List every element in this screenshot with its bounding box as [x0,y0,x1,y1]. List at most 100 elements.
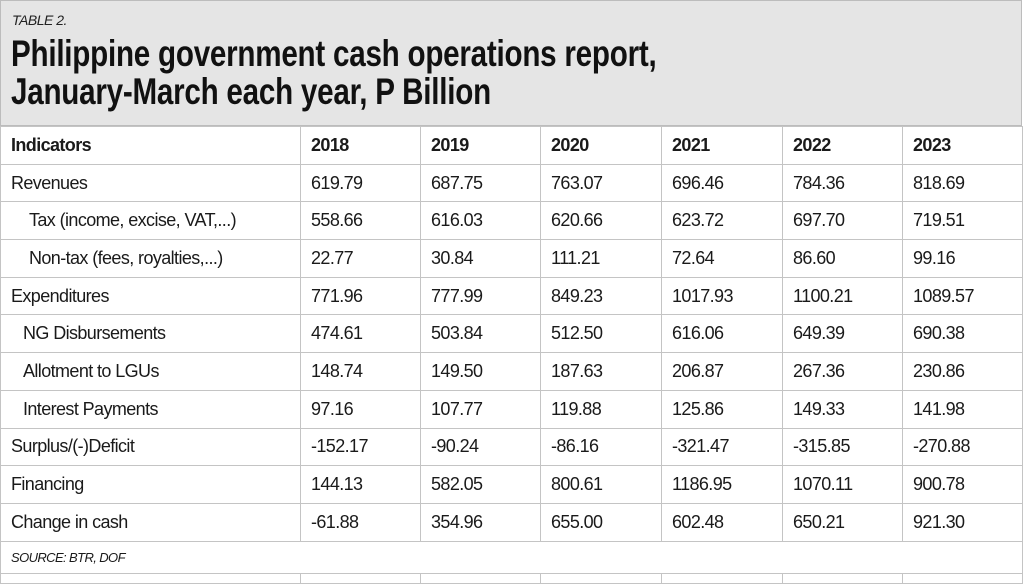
table-cell: -86.16 [540,427,662,467]
table-cell: 86.60 [782,239,903,278]
table-row: Revenues 619.79 687.75 763.07 696.46 784.36 81… [0,163,1023,203]
table-cell: 623.72 [661,201,783,241]
row-label: Financing [0,465,301,504]
title-line-2: January-March each year, P Billion [11,71,491,112]
table-cell: 97.16 [300,389,421,429]
table-cell: 107.77 [420,389,541,429]
table-cell: 149.33 [782,389,903,429]
table-cell: 99.16 [902,239,1023,278]
table-cell: 558.66 [300,201,421,241]
table-cell: 582.05 [420,465,541,504]
table-cell: -61.88 [300,502,421,542]
row-label: Tax (income, excise, VAT,...) [0,201,301,241]
table-cell: 1070.11 [782,465,903,504]
empty-cell [782,572,903,584]
table-cell: 1089.57 [902,276,1023,316]
row-label: Non-tax (fees, royalties,...) [0,239,301,278]
title-line-1: Philippine government cash operations re… [11,33,657,74]
row-label: Allotment to LGUs [0,352,301,391]
table-cell: 697.70 [782,201,903,241]
column-header-year: 2019 [420,126,541,165]
table-row: Expenditures 771.96 777.99 849.23 1017.93 110… [0,276,1023,316]
table-cell: 900.78 [902,465,1023,504]
table-cell: 771.96 [300,276,421,316]
table-cell: 144.13 [300,465,421,504]
table-cell: 763.07 [540,163,662,203]
table-cell: 503.84 [420,314,541,354]
table-cell: 921.30 [902,502,1023,542]
table-row: Interest Payments 97.16 107.77 119.88 125.86… [0,389,1023,429]
table-row: Allotment to LGUs 148.74 149.50 187.63 206.8… [0,352,1023,391]
empty-cell [661,572,783,584]
table-cell: 474.61 [300,314,421,354]
empty-cell [0,572,301,584]
table-cell: -315.85 [782,427,903,467]
table-cell: 354.96 [420,502,541,542]
table-cell: 777.99 [420,276,541,316]
row-label: Change in cash [0,502,301,542]
table-cell: 849.23 [540,276,662,316]
table-cell: -152.17 [300,427,421,467]
table-cell: 512.50 [540,314,662,354]
empty-cell [420,572,541,584]
table-cell: 187.63 [540,352,662,391]
table-cell: 655.00 [540,502,662,542]
column-header-year: 2022 [782,126,903,165]
row-label: NG Disbursements [0,314,301,354]
table-bottom-edge [0,572,1023,584]
table-cell: 602.48 [661,502,783,542]
empty-cell [300,572,421,584]
table-cell: 620.66 [540,201,662,241]
column-header-year: 2023 [902,126,1023,165]
source-row: SOURCE: BTR, DOF [0,540,1023,574]
empty-cell [540,572,662,584]
table-cell: 818.69 [902,163,1023,203]
table-cell: -321.47 [661,427,783,467]
cash-operations-table: Indicators 2018 2019 2020 2021 2022 2023 Reven… [0,126,1023,584]
table-number-label: TABLE 2. [12,12,67,28]
table-cell: 696.46 [661,163,783,203]
row-label: Interest Payments [0,389,301,429]
table-row: Financing 144.13 582.05 800.61 1186.95 1070.1… [0,465,1023,504]
column-header-row: Indicators 2018 2019 2020 2021 2022 2023 [0,126,1023,165]
table-cell: 111.21 [540,239,662,278]
table-cell: 72.64 [661,239,783,278]
table-cell: -90.24 [420,427,541,467]
table-cell: 719.51 [902,201,1023,241]
table-cell: -270.88 [902,427,1023,467]
table-cell: 206.87 [661,352,783,391]
table-row: Tax (income, excise, VAT,...) 558.66 616.0… [0,201,1023,241]
column-header-year: 2020 [540,126,662,165]
table-cell: 30.84 [420,239,541,278]
table-cell: 619.79 [300,163,421,203]
table-cell: 1100.21 [782,276,903,316]
table-cell: 22.77 [300,239,421,278]
row-label: Revenues [0,163,301,203]
table-row: Change in cash -61.88 354.96 655.00 602.48 65… [0,502,1023,542]
table-cell: 230.86 [902,352,1023,391]
table-cell: 649.39 [782,314,903,354]
table-cell: 267.36 [782,352,903,391]
table-cell: 800.61 [540,465,662,504]
table-cell: 616.06 [661,314,783,354]
table-cell: 1186.95 [661,465,783,504]
row-label: Surplus/(-)Deficit [0,427,301,467]
source-note: SOURCE: BTR, DOF [0,540,1023,574]
table-cell: 616.03 [420,201,541,241]
table-cell: 784.36 [782,163,903,203]
column-header-year: 2021 [661,126,783,165]
table-cell: 687.75 [420,163,541,203]
row-label: Expenditures [0,276,301,316]
column-header-year: 2018 [300,126,421,165]
table-cell: 690.38 [902,314,1023,354]
table-row: Non-tax (fees, royalties,...) 22.77 30.84 1… [0,239,1023,278]
table-cell: 125.86 [661,389,783,429]
table-header-panel: TABLE 2. Philippine government cash oper… [0,0,1022,126]
table-cell: 119.88 [540,389,662,429]
table-cell: 149.50 [420,352,541,391]
table-row: Surplus/(-)Deficit -152.17 -90.24 -86.16 -32… [0,427,1023,467]
table-cell: 650.21 [782,502,903,542]
table-cell: 141.98 [902,389,1023,429]
table-title: Philippine government cash operations re… [11,33,657,112]
table-row: NG Disbursements 474.61 503.84 512.50 616.06… [0,314,1023,354]
